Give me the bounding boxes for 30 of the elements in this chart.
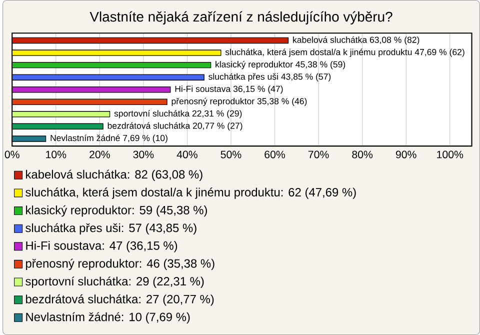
- legend-label: bezdrátová sluchátka: 27 (20,77 %): [26, 294, 214, 306]
- x-tick-label: 10%: [46, 150, 66, 158]
- x-tick-label: 20%: [90, 150, 110, 158]
- x-tick-label: 50%: [220, 150, 242, 158]
- x-tick-label: 60%: [264, 150, 286, 158]
- x-tick-label: 30%: [133, 150, 154, 158]
- legend-label: sluchátka přes uši: 57 (43,85 %): [26, 223, 196, 235]
- data-label: klasický reproduktor 45,38 % (59): [216, 60, 346, 70]
- data-label: sluchátka, která jsem dostal/a k jinému produktu 47,69 % (62): [225, 48, 464, 57]
- x-tick-label: 90%: [396, 150, 416, 158]
- legend-label: přenosný reproduktor: 46 (35,38 %): [26, 258, 214, 270]
- data-label: sportovní sluchátka 22,31 % (29): [114, 110, 242, 118]
- legend-label: kabelová sluchátka: 82 (63,08 %): [26, 170, 202, 182]
- x-tick-label: 100%: [437, 150, 464, 158]
- data-label: sluchátka přes uši 43,85 % (57): [208, 73, 331, 82]
- legend-label: sluchátka, která jsem dostal/a k jinému produktu: 62 (47,69 %): [26, 188, 356, 199]
- data-label: Hi-Fi soustava 36,15 % (47): [175, 86, 283, 94]
- data-label: Nevlastním žádné 7,69 % (10): [50, 134, 168, 143]
- x-tick-label: 40%: [176, 150, 198, 158]
- x-tick-label: 0%: [4, 150, 20, 158]
- data-label: kabelová sluchátka 63,08 % (82): [293, 36, 420, 45]
- x-tick-label: 70%: [308, 150, 329, 158]
- data-label: přenosný reproduktor 35,38 % (46): [172, 98, 307, 106]
- data-label: bezdrátová sluchátka 20,77 % (27): [108, 122, 242, 131]
- x-tick-label: 80%: [352, 150, 373, 158]
- legend-label: sportovní sluchátka: 29 (22,31 %): [26, 276, 204, 288]
- legend-label: Nevlastním žádné: 10 (7,69 %): [26, 312, 190, 324]
- legend-label: klasický reproduktor: 59 (45,38 %): [26, 205, 207, 217]
- chart-title: Vlastníte nějaká zařízení z následujícího výběru?: [90, 11, 392, 24]
- legend-label: Hi-Fi soustava: 47 (36,15 %): [26, 241, 178, 252]
